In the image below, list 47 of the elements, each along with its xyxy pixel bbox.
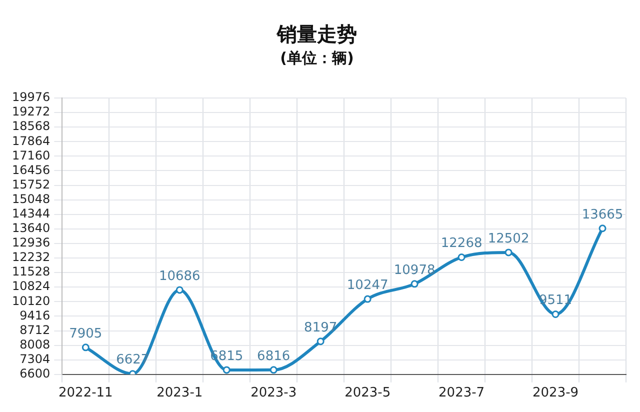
x-tick-label: 2023-9 <box>532 386 579 401</box>
point <box>82 344 90 352</box>
data-label: 12268 <box>440 236 482 252</box>
y-tick-label: 14344 <box>12 206 50 221</box>
y-tick-label: 8008 <box>20 337 50 352</box>
point <box>410 280 418 288</box>
y-tick-label: 10824 <box>12 279 50 294</box>
point <box>222 366 230 374</box>
y-tick-label: 11528 <box>12 264 50 279</box>
y-tick-label: 8712 <box>20 322 50 337</box>
chart-subtitle: (单位：辆) <box>280 48 354 67</box>
y-tick-label: 10120 <box>12 294 50 308</box>
point <box>364 295 372 303</box>
y-tick-label: 7304 <box>20 352 50 366</box>
y-tick-label: 13640 <box>12 221 50 236</box>
point <box>270 366 278 374</box>
x-tick-label: 2023-3 <box>250 386 297 401</box>
x-tick-label: 2023-5 <box>344 386 391 401</box>
chart-title: 销量走势 <box>276 22 357 46</box>
data-label: 10247 <box>346 278 388 293</box>
data-label: 12502 <box>488 231 530 246</box>
data-label: 7905 <box>69 326 102 342</box>
data-label: 13665 <box>582 207 624 222</box>
y-tick-label: 19976 <box>12 90 50 104</box>
y-tick-label: 19272 <box>12 104 50 119</box>
point <box>598 224 606 232</box>
y-tick-label: 17160 <box>12 148 50 162</box>
x-tick-label: 2022-11 <box>58 386 113 401</box>
y-tick-label: 17864 <box>12 134 50 148</box>
y-tick-label: 18568 <box>12 119 50 134</box>
data-label: 10978 <box>394 262 436 278</box>
y-tick-label: 12936 <box>12 236 50 250</box>
y-tick-label: 15048 <box>12 192 50 206</box>
point <box>316 338 324 346</box>
data-label: 6816 <box>257 348 290 364</box>
y-tick-label: 6600 <box>20 366 50 381</box>
y-tick-label: 12232 <box>12 250 50 264</box>
y-tick-label: 15752 <box>12 177 50 192</box>
point <box>176 286 184 294</box>
x-tick-label: 2023-7 <box>438 386 485 401</box>
y-tick-label: 16456 <box>12 162 50 177</box>
point <box>458 254 466 262</box>
y-tick-label: 9416 <box>20 308 50 322</box>
point <box>552 310 560 318</box>
data-label: 10686 <box>158 268 200 284</box>
x-tick-label: 2023-1 <box>156 386 203 401</box>
point <box>504 248 512 256</box>
